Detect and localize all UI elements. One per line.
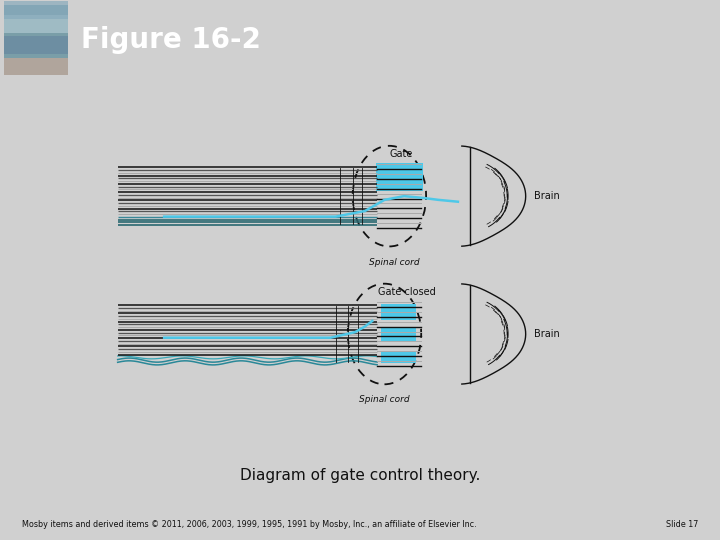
Bar xyxy=(381,351,416,363)
Text: Figure 16-2: Figure 16-2 xyxy=(81,26,261,54)
Bar xyxy=(376,163,423,191)
FancyBboxPatch shape xyxy=(4,5,68,75)
Text: Mosby items and derived items © 2011, 2006, 2003, 1999, 1995, 1991 by Mosby, Inc: Mosby items and derived items © 2011, 20… xyxy=(22,520,476,529)
FancyBboxPatch shape xyxy=(4,1,68,19)
Text: Brain: Brain xyxy=(534,191,559,201)
FancyBboxPatch shape xyxy=(4,36,68,54)
Text: Gate closed: Gate closed xyxy=(377,287,436,297)
FancyBboxPatch shape xyxy=(4,15,68,33)
Text: Brain: Brain xyxy=(534,329,559,339)
Text: Spinal cord: Spinal cord xyxy=(369,258,420,267)
Bar xyxy=(381,327,416,341)
FancyBboxPatch shape xyxy=(4,58,68,75)
Text: Gate: Gate xyxy=(390,149,413,159)
Text: Diagram of gate control theory.: Diagram of gate control theory. xyxy=(240,468,480,483)
Bar xyxy=(381,304,416,320)
Text: Slide 17: Slide 17 xyxy=(666,520,698,529)
Text: Spinal cord: Spinal cord xyxy=(359,395,410,404)
